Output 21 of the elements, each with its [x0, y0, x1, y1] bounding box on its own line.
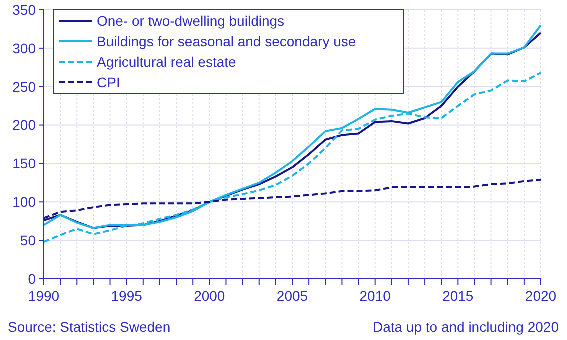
x-tick-label: 2020: [525, 288, 557, 304]
y-tick-label: 300: [12, 40, 36, 56]
legend-label: Agricultural real estate: [97, 54, 237, 70]
y-tick-label: 200: [12, 117, 36, 134]
y-tick-label: 350: [12, 2, 36, 18]
x-tick-label: 1995: [111, 288, 143, 304]
legend-label: Buildings for seasonal and secondary use: [97, 33, 356, 50]
x-tick-label: 1990: [28, 288, 60, 304]
y-tick-label: 250: [12, 78, 36, 95]
y-tick-label: 50: [20, 232, 36, 248]
x-tick-label: 2015: [442, 288, 474, 304]
x-tick-label: 2005: [276, 288, 308, 304]
y-tick-label: 100: [12, 194, 36, 210]
x-tick-label: 2010: [360, 288, 392, 304]
y-tick-label: 0: [28, 270, 36, 287]
legend-label: One- or two-dwelling buildings: [97, 12, 285, 29]
source-note: Source: Statistics Sweden: [8, 319, 171, 335]
text: Data up to and including 2020: [372, 319, 560, 335]
legend-label: CPI: [97, 74, 120, 90]
y-tick-label: 150: [12, 156, 36, 172]
x-tick-label: 2000: [194, 288, 226, 304]
